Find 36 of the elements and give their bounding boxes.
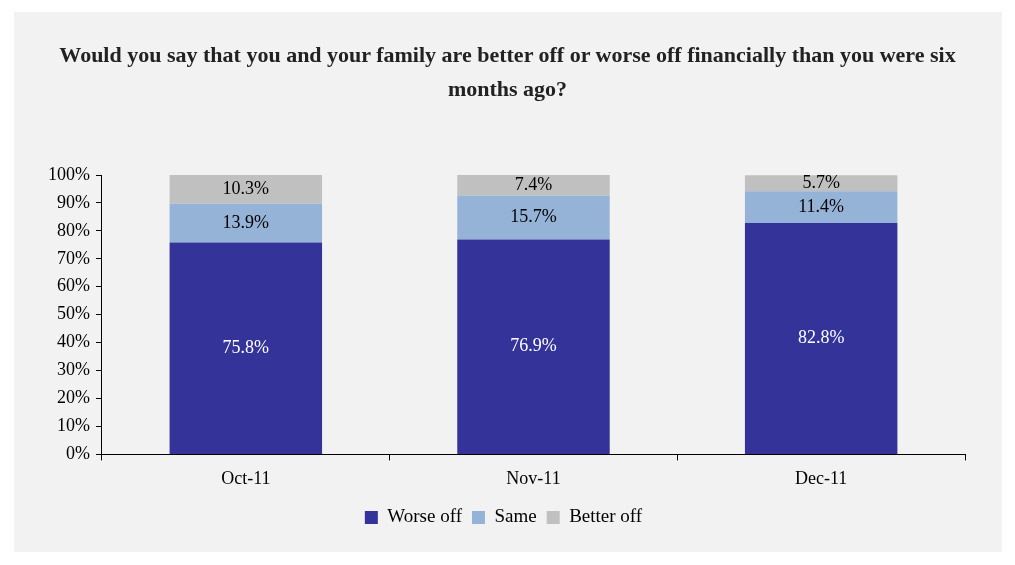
legend-label: Worse off (387, 505, 463, 527)
x-tick-label: Nov-11 (506, 467, 561, 488)
chart-title: Would you say that you and your family are better off or worse off financially than you were six months ago? (58, 41, 957, 103)
x-tick-label: Oct-11 (221, 467, 271, 488)
y-tick-label: 90% (56, 191, 90, 212)
bar (169, 175, 323, 204)
bar (169, 242, 323, 454)
data-label: 15.7% (510, 206, 557, 227)
bar (744, 175, 898, 192)
bar (457, 195, 610, 240)
data-label: 76.9% (510, 335, 557, 356)
x-tick-label: Dec-11 (795, 467, 848, 488)
data-label: 13.9% (222, 211, 270, 232)
y-tick-label: 10% (56, 415, 90, 436)
bar (457, 239, 610, 454)
legend-label: Same (494, 505, 537, 527)
y-tick-label: 40% (56, 331, 90, 352)
y-tick-label: 60% (56, 275, 90, 296)
y-tick-label: 70% (56, 247, 90, 268)
y-tick-label: 20% (56, 387, 90, 408)
y-tick-label: 30% (56, 359, 90, 380)
y-tick-label: 100% (47, 163, 90, 184)
y-tick-label: 80% (56, 219, 90, 240)
data-label: 7.4% (514, 174, 553, 195)
y-tick-label: 0% (65, 443, 90, 464)
legend-label: Better off (569, 505, 643, 527)
y-tick-label: 50% (56, 303, 90, 324)
bar (744, 191, 898, 224)
data-label: 10.3% (222, 178, 270, 199)
data-label: 5.7% (802, 171, 840, 192)
data-label: 11.4% (798, 195, 845, 216)
bar (744, 223, 898, 454)
data-label: 82.8% (797, 327, 845, 348)
bar (169, 203, 323, 243)
data-label: 75.8% (222, 336, 270, 357)
bar (457, 175, 610, 196)
